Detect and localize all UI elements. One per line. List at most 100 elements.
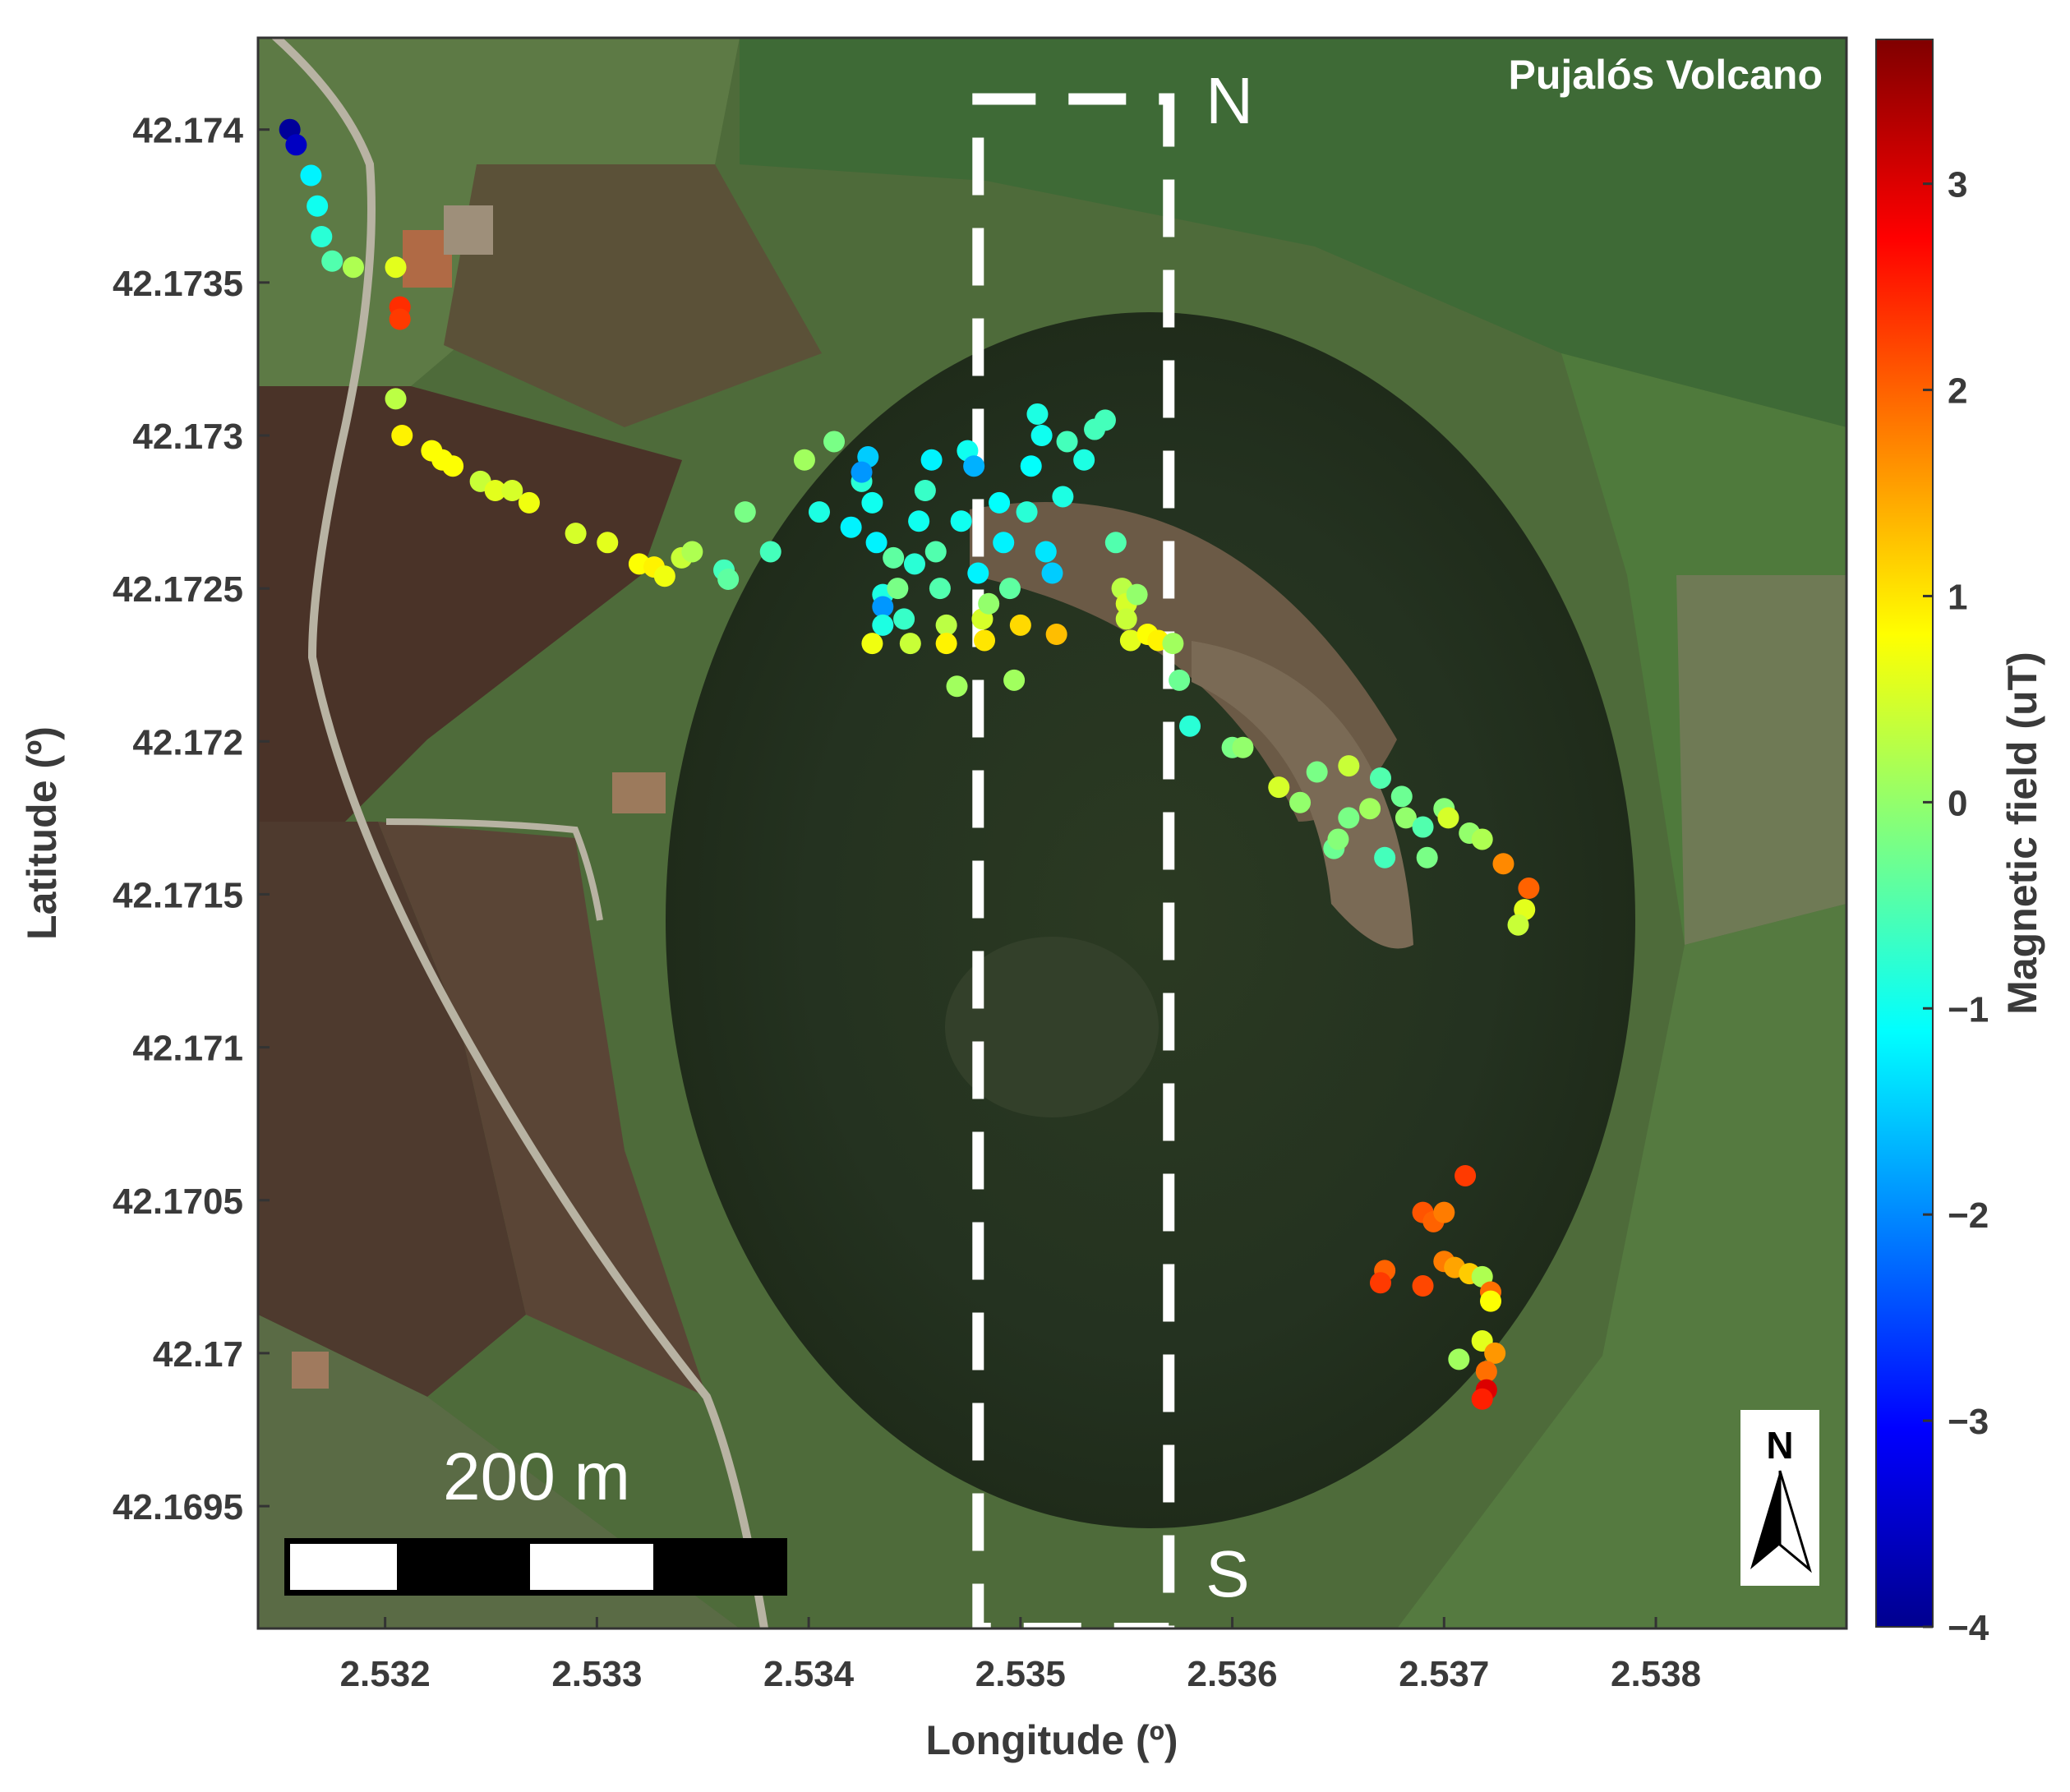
profile-end-label: S bbox=[1206, 1537, 1249, 1610]
data-point bbox=[840, 516, 862, 538]
data-point bbox=[989, 491, 1011, 514]
data-point bbox=[1359, 798, 1381, 820]
data-point bbox=[1056, 431, 1078, 453]
y-tick-label: 42.172 bbox=[132, 722, 243, 762]
data-point bbox=[899, 633, 921, 655]
data-point bbox=[734, 501, 756, 523]
data-point bbox=[1306, 761, 1328, 783]
data-point bbox=[1009, 614, 1031, 636]
road-branch bbox=[385, 818, 603, 921]
farmhouse-roof-3 bbox=[612, 772, 666, 813]
y-axis-title: Latitude (º) bbox=[19, 726, 65, 940]
satellite-basemap bbox=[258, 38, 1846, 1628]
data-point bbox=[484, 480, 506, 502]
data-point bbox=[861, 633, 883, 655]
data-point bbox=[1232, 736, 1254, 758]
north-arrow-icon-half bbox=[1778, 1470, 1812, 1573]
data-point bbox=[1492, 853, 1514, 875]
y-tick-label: 42.1735 bbox=[113, 264, 243, 304]
colorbar-title: Magnetic field (uT) bbox=[1999, 652, 2045, 1015]
x-tick-label: 2.536 bbox=[1187, 1654, 1278, 1694]
data-point bbox=[385, 388, 407, 410]
data-point bbox=[1412, 1275, 1434, 1297]
data-point bbox=[883, 546, 905, 569]
scale-bar: 200 m bbox=[284, 1440, 787, 1596]
data-point bbox=[1471, 1388, 1493, 1410]
data-point bbox=[1433, 1201, 1455, 1223]
x-axis-title: Longitude (º) bbox=[925, 1717, 1178, 1763]
data-point bbox=[1390, 785, 1413, 808]
magnetic-data-points bbox=[279, 118, 1540, 1410]
field-sw-2 bbox=[378, 822, 707, 1397]
north-arrow-label: N bbox=[1766, 1424, 1793, 1467]
data-point bbox=[321, 250, 343, 272]
data-point bbox=[998, 578, 1021, 600]
field-plowed-w bbox=[258, 386, 682, 822]
y-tick-label: 42.171 bbox=[132, 1029, 243, 1069]
scale-bar-segment bbox=[290, 1544, 397, 1590]
data-point bbox=[808, 501, 830, 523]
colorbar-tick-label: −4 bbox=[1948, 1608, 1989, 1648]
field-ne bbox=[740, 38, 1846, 427]
data-point bbox=[1369, 767, 1391, 789]
data-point bbox=[1289, 791, 1312, 813]
y-tick-label: 42.174 bbox=[132, 111, 243, 151]
data-point bbox=[793, 449, 815, 471]
data-point bbox=[1471, 828, 1493, 850]
x-tick-label: 2.534 bbox=[763, 1654, 855, 1694]
data-point bbox=[300, 164, 322, 187]
data-point bbox=[1338, 807, 1360, 829]
data-point bbox=[285, 134, 307, 156]
scale-bar-label: 200 m bbox=[443, 1440, 630, 1514]
data-point bbox=[920, 449, 943, 471]
x-tick-label: 2.537 bbox=[1399, 1654, 1489, 1694]
data-point bbox=[389, 308, 411, 330]
data-point bbox=[851, 461, 873, 483]
data-point bbox=[1016, 501, 1038, 523]
data-point bbox=[963, 455, 985, 477]
data-point bbox=[1104, 532, 1127, 554]
y-axis-ticks: 42.174 42.1735 42.173 42.1725 42.172 42.1715 4… bbox=[113, 111, 270, 1527]
data-point bbox=[1179, 715, 1201, 737]
road-main bbox=[270, 38, 768, 1628]
scale-bar-segment bbox=[530, 1544, 653, 1590]
north-arrow-icon bbox=[1750, 1471, 1780, 1569]
data-point bbox=[914, 480, 936, 502]
x-tick-label: 2.535 bbox=[975, 1654, 1066, 1694]
y-tick-label: 42.1715 bbox=[113, 875, 243, 915]
x-tick-label: 2.538 bbox=[1611, 1654, 1701, 1694]
farmhouse-roof-4 bbox=[292, 1352, 329, 1389]
data-point bbox=[978, 592, 1000, 615]
data-point bbox=[893, 608, 915, 630]
data-point bbox=[1338, 755, 1360, 777]
data-point bbox=[1045, 624, 1067, 645]
data-point bbox=[1437, 807, 1459, 829]
data-point bbox=[1115, 608, 1137, 630]
colorbar-tick-label: −2 bbox=[1948, 1195, 1989, 1236]
data-point bbox=[946, 675, 968, 698]
data-point bbox=[501, 480, 523, 502]
field-brown-n bbox=[444, 164, 822, 427]
data-point bbox=[597, 532, 619, 554]
colorbar-tick-label: 1 bbox=[1948, 577, 1967, 617]
data-point bbox=[1126, 583, 1148, 606]
data-point bbox=[935, 633, 957, 655]
x-axis-ticks: 2.532 2.533 2.534 2.535 2.536 2.537 2.538 bbox=[340, 1617, 1701, 1694]
data-point bbox=[1480, 1290, 1502, 1312]
data-point bbox=[908, 510, 930, 532]
data-point bbox=[1094, 409, 1116, 431]
data-point bbox=[1395, 807, 1417, 829]
y-tick-label: 42.173 bbox=[132, 417, 243, 457]
data-point bbox=[887, 578, 909, 600]
colorbar-gradient bbox=[1875, 39, 1934, 1628]
data-point bbox=[653, 565, 675, 587]
data-point bbox=[974, 629, 996, 652]
data-point bbox=[1507, 914, 1529, 936]
data-point bbox=[518, 491, 540, 514]
data-point bbox=[442, 455, 464, 477]
data-point bbox=[865, 532, 887, 554]
x-tick-label: 2.532 bbox=[340, 1654, 431, 1694]
field-se bbox=[1397, 904, 1846, 1628]
data-point bbox=[872, 596, 894, 618]
